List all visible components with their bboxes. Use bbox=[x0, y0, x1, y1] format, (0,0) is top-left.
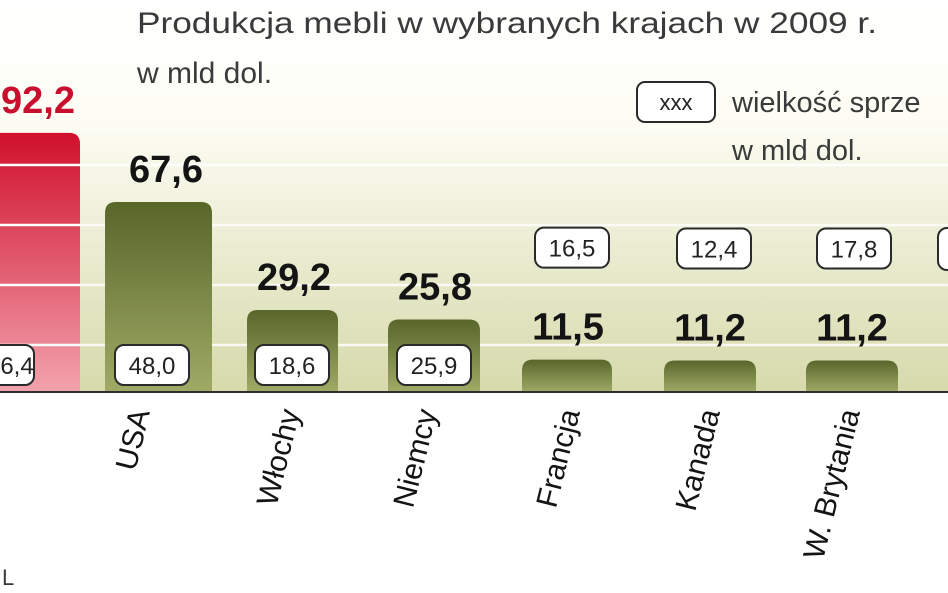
partial-sales-box-right bbox=[937, 227, 948, 271]
sales-box-niemcy bbox=[396, 344, 472, 386]
sales-value-kanada: 12,4 bbox=[691, 237, 738, 264]
sales-value-usa: 48,0 bbox=[129, 353, 176, 380]
legend-symbol-label: xxx bbox=[660, 90, 693, 115]
legend-symbol-box bbox=[636, 81, 716, 123]
value-label-kanada: 11,2 bbox=[674, 308, 746, 350]
chart-title: Produkcja mebli w wybranych krajach w 20… bbox=[137, 7, 877, 40]
value-label-w-brytania: 11,2 bbox=[816, 308, 888, 350]
bar-w-brytania bbox=[806, 360, 898, 392]
sales-box-wlochy bbox=[254, 344, 330, 386]
value-label-wlochy: 29,2 bbox=[257, 257, 331, 299]
sales-box-francja bbox=[534, 226, 610, 269]
legend: xxx wielkość sprze w mld dol. bbox=[636, 81, 921, 167]
sales-value-cut-off: 6,4 bbox=[0, 353, 33, 380]
sales-box-kanada bbox=[676, 227, 752, 270]
bar-cut-off bbox=[0, 132, 80, 392]
value-label-usa: 67,6 bbox=[129, 149, 203, 191]
sales-box-usa bbox=[114, 344, 190, 386]
legend-label: wielkość sprze bbox=[731, 87, 921, 119]
sales-value-w-brytania: 17,8 bbox=[831, 237, 878, 264]
chart-subtitle: w mld dol. bbox=[136, 57, 272, 90]
value-label-francja: 11,5 bbox=[532, 307, 604, 349]
value-label-niemcy: 25,8 bbox=[398, 267, 472, 309]
legend-unit: w mld dol. bbox=[731, 135, 863, 167]
bar-kanada bbox=[664, 360, 756, 392]
sales-value-wlochy: 18,6 bbox=[269, 353, 316, 380]
value-label-cut-off: 92,2 bbox=[1, 80, 75, 122]
bar-francja bbox=[522, 359, 612, 392]
sales-box-w-brytania bbox=[816, 227, 892, 270]
source-fragment: L bbox=[2, 565, 14, 590]
sales-box-cut-off bbox=[0, 344, 35, 386]
sales-value-niemcy: 25,9 bbox=[411, 353, 458, 380]
lower-background bbox=[0, 392, 948, 593]
sales-value-francja: 16,5 bbox=[549, 236, 596, 263]
